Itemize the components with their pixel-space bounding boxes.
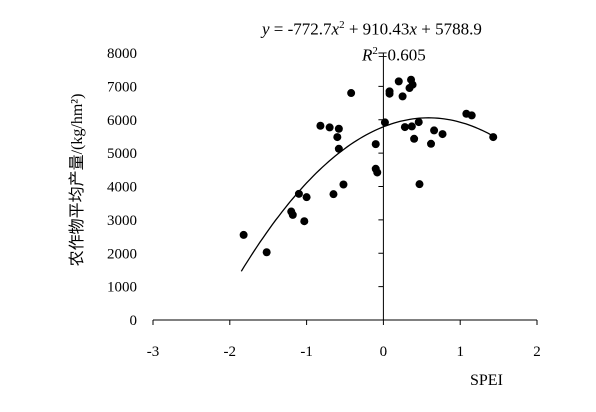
data-point (394, 77, 403, 86)
data-point (415, 180, 424, 189)
y-tick-label: 0 (130, 313, 138, 329)
data-point (467, 111, 476, 120)
data-point (347, 89, 356, 98)
y-tick-label: 8000 (107, 46, 137, 62)
data-point (333, 133, 342, 142)
data-point (302, 193, 311, 202)
r-squared: R2=0.605 (362, 45, 426, 65)
y-axis-label: 农作物平均产量/(kg/hm²) (69, 93, 86, 267)
axes: -3 -2 -1 0 1 2 0 1000 2000 3000 4000 5000 6000 7000 80… (107, 46, 541, 360)
data-point (294, 189, 303, 198)
trendline (240, 117, 492, 272)
y-tick-label: 1000 (107, 280, 137, 296)
data-point (408, 80, 417, 89)
data-point (398, 92, 407, 101)
data-point (339, 180, 348, 189)
data-point (414, 118, 423, 127)
y-tick-label: 6000 (107, 113, 137, 129)
x-tick-label: 1 (456, 344, 464, 360)
data-point (373, 168, 382, 177)
x-tick-label: -3 (147, 344, 160, 360)
data-point (489, 133, 498, 142)
data-point (385, 89, 394, 98)
data-point (239, 230, 248, 239)
data-point (325, 123, 334, 132)
data-point (334, 144, 343, 153)
data-point (262, 248, 271, 257)
x-tick-label: 0 (380, 344, 388, 360)
data-point (410, 134, 419, 143)
data-point (427, 139, 436, 148)
x-tick-label: -1 (300, 344, 313, 360)
regression-equation: y = -772.7x2 + 910.43x + 5788.9 (262, 19, 482, 39)
data-point (380, 118, 389, 127)
data-point (300, 217, 309, 226)
y-tick-label: 7000 (107, 79, 137, 95)
data-point (430, 126, 439, 135)
x-axis-label: SPEI (470, 372, 503, 389)
data-point (329, 190, 338, 199)
data-point (316, 121, 325, 130)
x-tick-label: -2 (224, 344, 237, 360)
y-tick-label: 4000 (107, 180, 137, 196)
data-points (239, 75, 498, 257)
y-tick-label: 5000 (107, 146, 137, 162)
data-point (407, 122, 416, 131)
data-point (400, 123, 409, 132)
y-tick-label: 3000 (107, 213, 137, 229)
data-point (288, 210, 297, 219)
data-point (334, 124, 343, 133)
data-point (371, 140, 380, 149)
x-tick-label: 2 (533, 344, 541, 360)
data-point (438, 130, 447, 139)
y-tick-label: 2000 (107, 246, 137, 262)
